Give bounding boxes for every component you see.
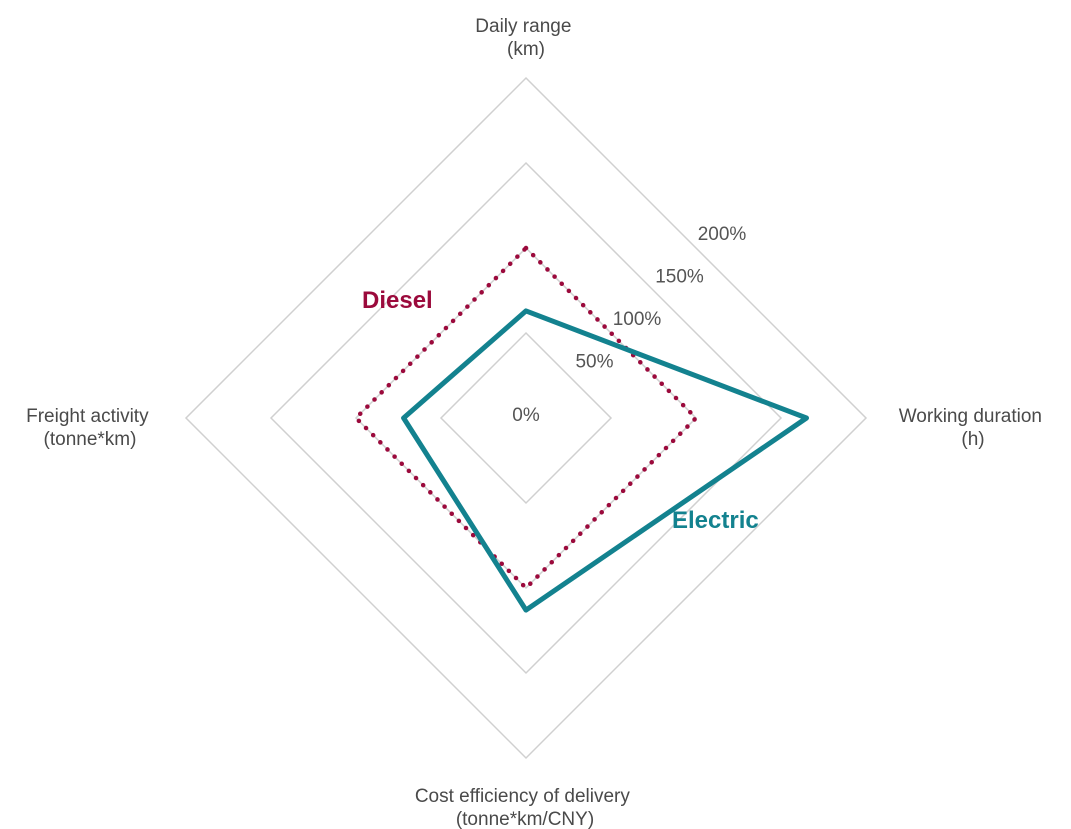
tick-label-50: 50% (575, 352, 613, 373)
tick-label-0: 0% (512, 405, 540, 426)
axis-label-freight-activity: Freight activity (tonne*km) (26, 406, 154, 450)
tick-label-200: 200% (698, 224, 747, 245)
series-layer (353, 245, 809, 613)
tick-labels: 0% 50% 100% 150% 200% (512, 224, 746, 426)
series-label-electric: Electric (672, 507, 759, 534)
tick-label-150: 150% (655, 267, 704, 288)
grid-ring-150 (269, 161, 783, 675)
grid-ring-50 (439, 331, 613, 505)
series-line-diesel (353, 245, 699, 591)
tick-label-100: 100% (613, 309, 662, 330)
axis-label-daily-range: Daily range (km) (475, 16, 576, 60)
series-label-diesel: Diesel (362, 287, 433, 314)
axis-label-working-duration: Working duration (h) (899, 406, 1048, 450)
grid-ring-200 (184, 76, 868, 760)
series-line-electric (401, 308, 809, 613)
axis-label-cost-efficiency: Cost efficiency of delivery (tonne*km/CN… (415, 786, 635, 829)
